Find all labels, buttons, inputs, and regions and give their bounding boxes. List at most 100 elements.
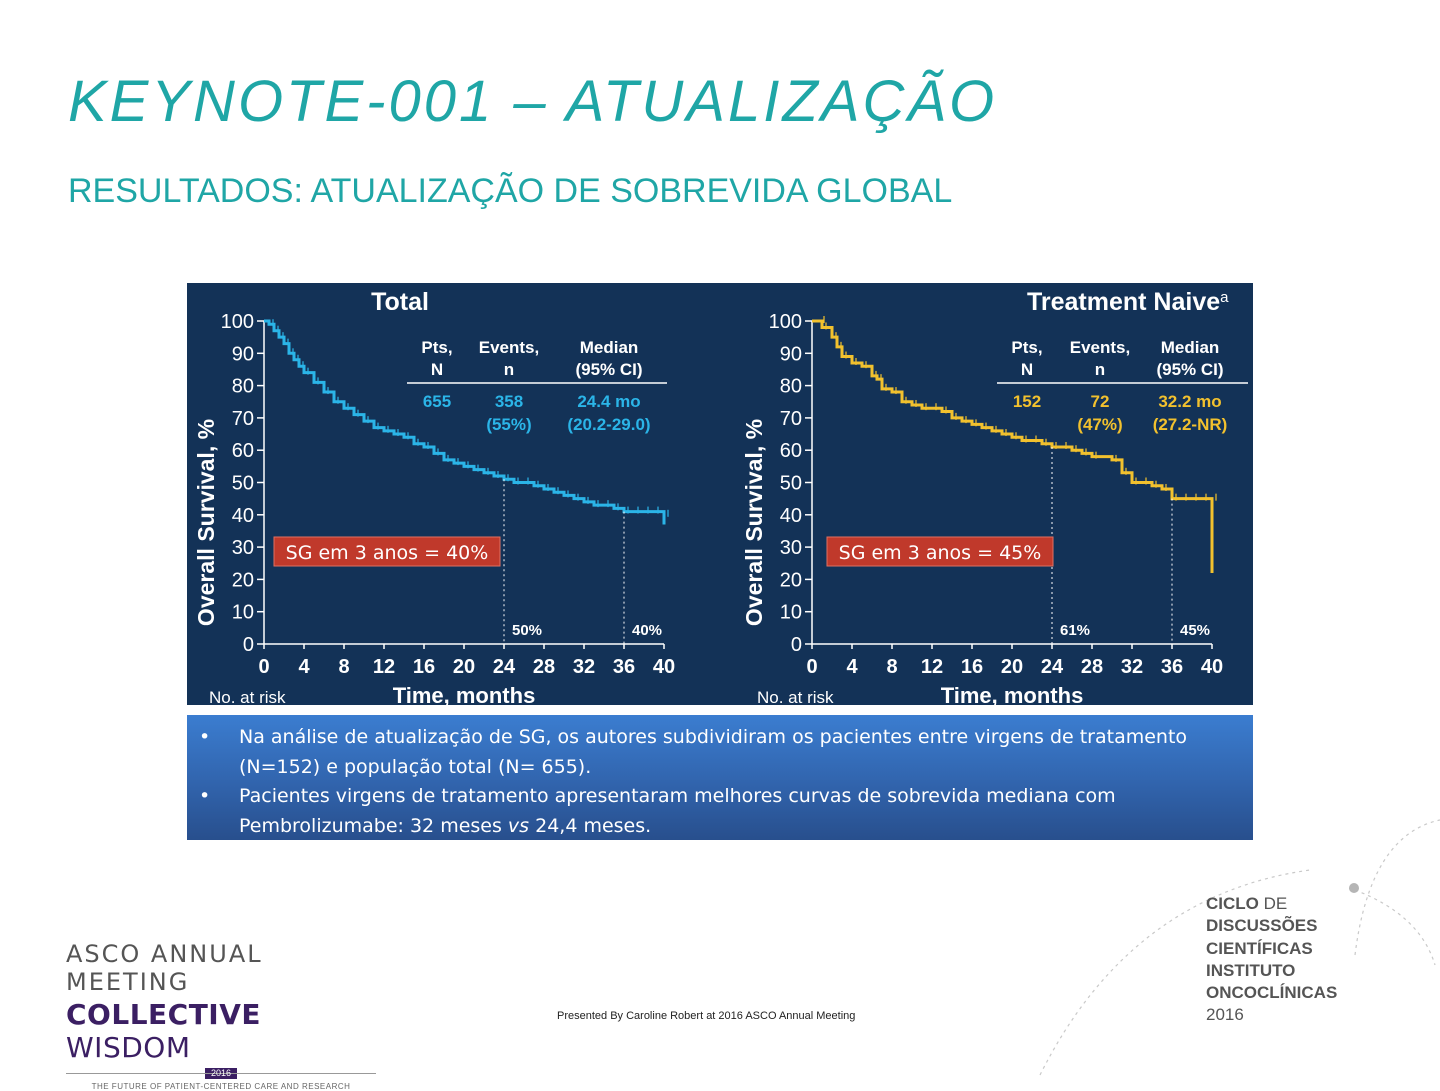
total-y-tick-label: 30 — [232, 537, 254, 559]
total-x-tick-label: 0 — [258, 656, 269, 678]
total-y-tick-label: 80 — [232, 376, 254, 398]
total-x-tick-label: 12 — [373, 656, 395, 678]
total-callout-box — [273, 536, 501, 567]
asco-logo-wisdom: WISDOM — [66, 1031, 191, 1064]
asco-logo-tagline: THE FUTURE OF PATIENT-CENTERED CARE AND … — [91, 1082, 351, 1091]
total-y-tick-label: 90 — [232, 343, 254, 365]
bullet-item: Pacientes virgens de tratamento apresent… — [199, 782, 1233, 841]
naive-table-value: (47%) — [1077, 415, 1122, 434]
total-table-header: Events, — [479, 338, 539, 357]
naive-table-header: N — [1021, 360, 1033, 379]
ciclo-logo: CICLO DE DISCUSSÕES CIENTÍFICAS INSTITUT… — [1206, 893, 1337, 1027]
summary-bullet-list: Na análise de atualização de SG, os auto… — [199, 723, 1233, 841]
total-x-tick-label: 20 — [453, 656, 475, 678]
ciclo-logo-line5: ONCOCLÍNICAS — [1206, 983, 1338, 1003]
naive-chart-title-superscript: a — [1220, 289, 1229, 306]
asco-logo-collective: COLLECTIVE — [66, 998, 262, 1031]
naive-x-tick-label: 40 — [1201, 656, 1223, 678]
slide-subtitle: RESULTADOS: ATUALIZAÇÃO DE SOBREVIDA GLO… — [68, 172, 953, 210]
naive-table-value: 72 — [1091, 392, 1110, 411]
total-table-header: Median — [580, 338, 639, 357]
naive-x-tick-label: 12 — [921, 656, 943, 678]
ciclo-arc-icon — [1039, 819, 1440, 1076]
naive-x-tick-label: 8 — [886, 656, 897, 678]
naive-table-header: Pts, — [1011, 338, 1042, 357]
naive-table-value: 152 — [1013, 392, 1041, 411]
total-survival-curve — [264, 319, 666, 525]
asco-logo-line2: COLLECTIVE WISDOM — [66, 998, 376, 1064]
naive-table-value: (27.2-NR) — [1153, 415, 1228, 434]
total-table-header: Pts, — [421, 338, 452, 357]
total-reference-label: 50% — [512, 622, 542, 639]
ciclo-logo-line4: INSTITUTO — [1206, 960, 1296, 980]
total-table-header: (95% CI) — [575, 360, 642, 379]
total-y-tick-label: 0 — [243, 634, 254, 656]
total-x-tick-label: 28 — [533, 656, 555, 678]
asco-logo-line1: ASCO ANNUAL MEETING — [66, 940, 263, 996]
summary-bullet-box: Na análise de atualização de SG, os auto… — [187, 715, 1253, 840]
naive-y-tick-label: 60 — [780, 440, 802, 462]
total-y-tick-label: 10 — [232, 602, 254, 624]
total-y-tick-label: 60 — [232, 440, 254, 462]
total-x-tick-label: 40 — [653, 656, 675, 678]
naive-y-tick-label: 10 — [780, 602, 802, 624]
naive-x-tick-label: 4 — [846, 656, 858, 678]
total-y-tick-label: 100 — [221, 311, 254, 333]
total-table-value: (55%) — [486, 415, 531, 434]
vs-italic: vs — [507, 814, 530, 837]
naive-table-header: (95% CI) — [1156, 360, 1223, 379]
naive-y-tick-label: 30 — [780, 537, 802, 559]
naive-table-header: Events, — [1070, 338, 1130, 357]
naive-y-tick-label: 0 — [791, 634, 802, 656]
ciclo-logo-year: 2016 — [1206, 1005, 1244, 1025]
naive-reference-label: 45% — [1180, 622, 1210, 639]
naive-table-header: Median — [1161, 338, 1220, 357]
naive-y-tick-label: 20 — [780, 569, 802, 591]
naive-y-tick-label: 40 — [780, 505, 802, 527]
ciclo-logo-de: DE — [1263, 894, 1288, 913]
total-chart-title: Total — [371, 288, 429, 316]
total-table-value: 358 — [495, 392, 523, 411]
total-y-tick-label: 50 — [232, 473, 254, 495]
naive-survival-curve — [812, 319, 1214, 573]
total-y-tick-label: 20 — [232, 569, 254, 591]
total-x-tick-label: 8 — [338, 656, 349, 678]
naive-y-tick-label: 100 — [769, 311, 802, 333]
naive-chart-title: Treatment Naivea — [1027, 288, 1229, 316]
naive-x-tick-label: 20 — [1001, 656, 1023, 678]
bullet-item: Na análise de atualização de SG, os auto… — [199, 723, 1233, 782]
total-x-tick-label: 24 — [493, 656, 516, 678]
naive-x-axis-label: Time, months — [941, 683, 1084, 705]
naive-x-tick-label: 28 — [1081, 656, 1103, 678]
naive-x-tick-label: 0 — [806, 656, 817, 678]
total-y-tick-label: 70 — [232, 408, 254, 430]
naive-table-header: n — [1095, 360, 1105, 379]
ciclo-logo-ciclo: CICLO — [1206, 894, 1259, 913]
naive-y-tick-label: 50 — [780, 473, 802, 495]
naive-x-tick-label: 36 — [1161, 656, 1183, 678]
slide-title: KEYNOTE-001 – ATUALIZAÇÃO — [68, 69, 998, 134]
ciclo-logo-line1: CICLO DE — [1206, 893, 1337, 915]
naive-y-tick-label: 70 — [780, 408, 802, 430]
total-at-risk-label: No. at risk — [209, 688, 286, 705]
asco-logo-year: 2016 — [205, 1068, 237, 1079]
total-x-tick-label: 36 — [613, 656, 635, 678]
total-table-value: 24.4 mo — [577, 392, 640, 411]
total-x-axis-label: Time, months — [393, 683, 536, 705]
total-x-tick-label: 4 — [298, 656, 310, 678]
naive-x-tick-label: 32 — [1121, 656, 1143, 678]
total-y-axis-label: Overall Survival, % — [193, 419, 219, 626]
total-table-value: 655 — [423, 392, 451, 411]
ciclo-logo-line2: DISCUSSÕES — [1206, 916, 1318, 936]
naive-y-tick-label: 90 — [780, 343, 802, 365]
naive-callout-text: SG em 3 anos = 45% — [839, 542, 1042, 564]
total-table-value: (20.2-29.0) — [567, 415, 650, 434]
ciclo-logo-line3: CIENTÍFICAS — [1206, 938, 1313, 958]
presenter-credit: Presented By Caroline Robert at 2016 ASC… — [557, 1010, 856, 1022]
survival-charts-panel: Total 0 10 20 30 40 50 60 70 80 90 100 0 4 8 12 16 20 24 28… — [187, 283, 1253, 705]
total-table-header: N — [431, 360, 443, 379]
naive-table-value: 32.2 mo — [1158, 392, 1221, 411]
naive-reference-label: 61% — [1060, 622, 1090, 639]
naive-y-axis-label: Overall Survival, % — [741, 419, 767, 626]
